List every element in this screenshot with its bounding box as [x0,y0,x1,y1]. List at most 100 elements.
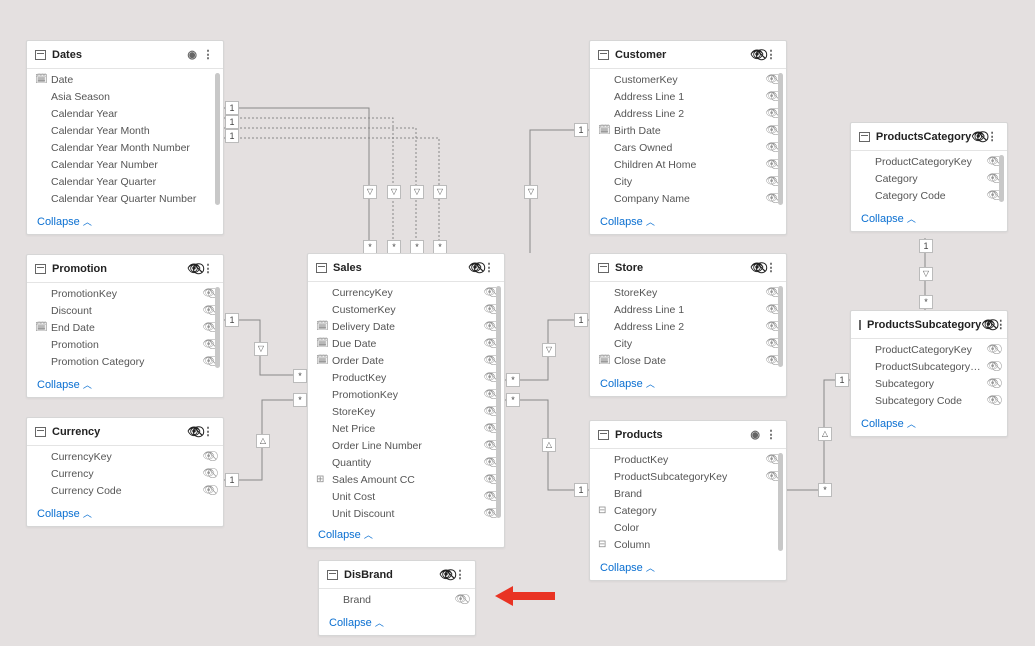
field-row[interactable]: Currency 👁︎⃠ [27,465,223,482]
scrollbar[interactable] [778,453,783,551]
field-row[interactable]: 🗓 Close Date 👁︎⃠ [590,352,786,369]
table-header[interactable]: Sales 👁︎⃠ ⋮ [308,254,504,282]
field-row[interactable]: CurrencyKey 👁︎⃠ [308,284,504,301]
more-icon[interactable]: ⋮ [201,425,215,438]
table-header[interactable]: Currency 👁︎⃠ ⋮ [27,418,223,446]
field-row[interactable]: Unit Cost 👁︎⃠ [308,488,504,505]
more-icon[interactable]: ⋮ [764,261,778,274]
collapse-button[interactable]: Collapse ︿ [590,555,786,580]
table-disbrand[interactable]: DisBrand 👁︎⃠ ⋮ Brand 👁︎⃠ Collapse ︿ [318,560,476,636]
collapse-button[interactable]: Collapse ︿ [27,501,223,526]
collapse-button[interactable]: Collapse ︿ [851,411,1007,436]
scrollbar[interactable] [496,286,501,518]
table-promotion[interactable]: Promotion 👁︎⃠ ⋮ PromotionKey 👁︎⃠ Discoun… [26,254,224,398]
field-row[interactable]: 🗓 Birth Date 👁︎⃠ [590,122,786,139]
table-customer[interactable]: Customer 👁︎⃠ ⋮ CustomerKey 👁︎⃠ Address L… [589,40,787,235]
field-row[interactable]: Calendar Year Month [27,122,223,139]
field-row[interactable]: CustomerKey 👁︎⃠ [308,301,504,318]
field-row[interactable]: Promotion 👁︎⃠ [27,336,223,353]
collapse-button[interactable]: Collapse ︿ [590,371,786,396]
field-row[interactable]: Category Code 👁︎⃠ [851,187,1007,204]
collapse-button[interactable]: Collapse ︿ [27,209,223,234]
field-row[interactable]: Brand 👁︎⃠ [319,591,475,608]
field-row[interactable]: Address Line 1 👁︎⃠ [590,88,786,105]
field-row[interactable]: 🗓 Due Date 👁︎⃠ [308,335,504,352]
collapse-button[interactable]: Collapse ︿ [851,206,1007,231]
field-row[interactable]: ProductCategoryKey 👁︎⃠ [851,341,1007,358]
scrollbar[interactable] [778,73,783,205]
table-currency[interactable]: Currency 👁︎⃠ ⋮ CurrencyKey 👁︎⃠ Currency … [26,417,224,527]
more-icon[interactable]: ⋮ [764,428,778,441]
field-row[interactable]: ⊟ Category [590,502,786,519]
field-row[interactable]: Quantity 👁︎⃠ [308,454,504,471]
table-products[interactable]: Products ◉ ⋮ ProductKey 👁︎⃠ ProductSubca… [589,420,787,581]
field-row[interactable]: Company Name 👁︎⃠ [590,190,786,207]
field-row[interactable]: Asia Season [27,88,223,105]
field-row[interactable]: Calendar Year Number [27,156,223,173]
field-row[interactable]: ProductSubcategoryKey 👁︎⃠ [590,468,786,485]
field-row[interactable]: Address Line 2 👁︎⃠ [590,318,786,335]
field-row[interactable]: City 👁︎⃠ [590,173,786,190]
field-row[interactable]: ProductKey 👁︎⃠ [308,369,504,386]
field-row[interactable]: City 👁︎⃠ [590,335,786,352]
field-row[interactable]: 🗓 Order Date 👁︎⃠ [308,352,504,369]
field-row[interactable]: ProductKey 👁︎⃠ [590,451,786,468]
table-header[interactable]: ProductsCategory 👁︎⃠ ⋮ [851,123,1007,151]
scrollbar[interactable] [778,286,783,367]
scrollbar[interactable] [999,155,1004,202]
collapse-button[interactable]: Collapse ︿ [319,610,475,635]
field-row[interactable]: Net Price 👁︎⃠ [308,420,504,437]
more-icon[interactable]: ⋮ [985,130,999,143]
field-row[interactable]: Promotion Category 👁︎⃠ [27,353,223,370]
field-row[interactable]: CurrencyKey 👁︎⃠ [27,448,223,465]
more-icon[interactable]: ⋮ [764,48,778,61]
field-row[interactable]: ⊟ Column [590,536,786,553]
field-row[interactable]: 🗓 Delivery Date 👁︎⃠ [308,318,504,335]
field-row[interactable]: 🗓 End Date 👁︎⃠ [27,319,223,336]
more-icon[interactable]: ⋮ [201,48,215,61]
table-sales[interactable]: Sales 👁︎⃠ ⋮ CurrencyKey 👁︎⃠ CustomerKey … [307,253,505,548]
field-row[interactable]: Brand [590,485,786,502]
scrollbar[interactable] [215,73,220,205]
table-header[interactable]: Customer 👁︎⃠ ⋮ [590,41,786,69]
field-row[interactable]: CustomerKey 👁︎⃠ [590,71,786,88]
field-row[interactable]: Calendar Year Quarter Number [27,190,223,207]
field-row[interactable]: Order Line Number 👁︎⃠ [308,437,504,454]
scrollbar[interactable] [215,287,220,368]
field-row[interactable]: StoreKey 👁︎⃠ [590,284,786,301]
field-row[interactable]: Subcategory 👁︎⃠ [851,375,1007,392]
field-row[interactable]: Color [590,519,786,536]
table-header[interactable]: Promotion 👁︎⃠ ⋮ [27,255,223,283]
table-productssubcategory[interactable]: ProductsSubcategory 👁︎⃠ ⋮ ProductCategor… [850,310,1008,437]
field-row[interactable]: PromotionKey 👁︎⃠ [27,285,223,302]
field-row[interactable]: Address Line 1 👁︎⃠ [590,301,786,318]
field-row[interactable]: Cars Owned 👁︎⃠ [590,139,786,156]
field-row[interactable]: Calendar Year Month Number [27,139,223,156]
field-row[interactable]: PromotionKey 👁︎⃠ [308,386,504,403]
field-row[interactable]: Address Line 2 👁︎⃠ [590,105,786,122]
more-icon[interactable]: ⋮ [201,262,215,275]
table-header[interactable]: DisBrand 👁︎⃠ ⋮ [319,561,475,589]
field-row[interactable]: Discount 👁︎⃠ [27,302,223,319]
table-header[interactable]: ProductsSubcategory 👁︎⃠ ⋮ [851,311,1007,339]
collapse-button[interactable]: Collapse ︿ [590,209,786,234]
field-row[interactable]: Children At Home 👁︎⃠ [590,156,786,173]
table-header[interactable]: Products ◉ ⋮ [590,421,786,449]
field-row[interactable]: Unit Discount 👁︎⃠ [308,505,504,522]
field-row[interactable]: Calendar Year [27,105,223,122]
more-icon[interactable]: ⋮ [995,318,1006,331]
table-productscategory[interactable]: ProductsCategory 👁︎⃠ ⋮ ProductCategoryKe… [850,122,1008,232]
field-row[interactable]: Category 👁︎⃠ [851,170,1007,187]
field-row[interactable]: Calendar Year Quarter [27,173,223,190]
collapse-button[interactable]: Collapse ︿ [308,522,504,547]
table-dates[interactable]: Dates ◉ ⋮ 🗓 Date Asia Season Calendar Ye… [26,40,224,235]
field-row[interactable]: ProductCategoryKey 👁︎⃠ [851,153,1007,170]
field-row[interactable]: Subcategory Code 👁︎⃠ [851,392,1007,409]
collapse-button[interactable]: Collapse ︿ [27,372,223,397]
field-row[interactable]: StoreKey 👁︎⃠ [308,403,504,420]
more-icon[interactable]: ⋮ [453,568,467,581]
table-header[interactable]: Store 👁︎⃠ ⋮ [590,254,786,282]
table-store[interactable]: Store 👁︎⃠ ⋮ StoreKey 👁︎⃠ Address Line 1 … [589,253,787,397]
field-row[interactable]: 🗓 Date [27,71,223,88]
field-row[interactable]: Currency Code 👁︎⃠ [27,482,223,499]
